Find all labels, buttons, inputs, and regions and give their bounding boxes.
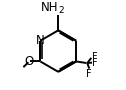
Text: 2: 2	[59, 6, 64, 15]
Text: O: O	[25, 55, 34, 68]
Text: NH: NH	[41, 1, 58, 14]
Text: N: N	[36, 34, 44, 47]
Text: F: F	[86, 69, 92, 79]
Text: F: F	[92, 52, 97, 62]
Text: F: F	[92, 58, 98, 68]
